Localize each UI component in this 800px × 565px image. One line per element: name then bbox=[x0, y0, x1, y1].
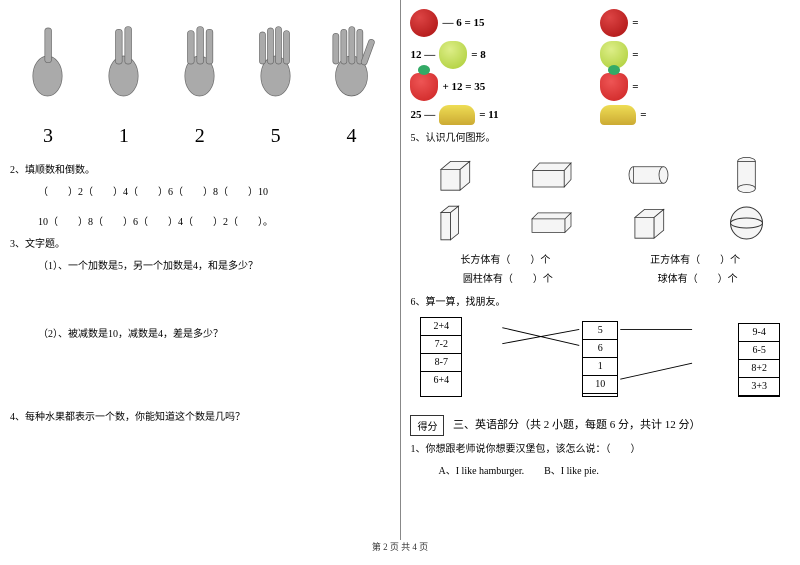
q3-sub2: （2）、被减数是10，减数是4，差是多少？ bbox=[38, 327, 390, 343]
eq-text: = bbox=[640, 109, 646, 121]
cube-label: 正方体有（ ）个 bbox=[650, 251, 740, 266]
hand-image-5 bbox=[324, 20, 379, 100]
section-3-title: 三、英语部分（共 2 小题，每题 6 分，共计 12 分） bbox=[453, 419, 701, 431]
match-mid-col: 5 6 1 10 bbox=[582, 321, 618, 397]
q4-text: 4、每种水果都表示一个数，你能知道这个数是几吗？ bbox=[10, 410, 390, 426]
shape-labels-row2: 圆柱体有（ ）个 球体有（ ）个 bbox=[410, 270, 790, 285]
cylinder-label: 圆柱体有（ ）个 bbox=[463, 270, 553, 285]
eq-text: — 6 = 15 bbox=[442, 17, 484, 29]
match-area: 2+4 7-2 8-7 6+4 5 6 1 10 9-4 6-5 8+2 3+3 bbox=[410, 317, 790, 397]
match-cell: 9-4 bbox=[739, 324, 779, 342]
cube-shape bbox=[626, 203, 671, 243]
fruit-eq-row-1: — 6 = 15 = bbox=[410, 9, 790, 37]
match-cell: 7-2 bbox=[421, 336, 461, 354]
q5-title: 5、认识几何图形。 bbox=[410, 131, 790, 147]
radish-icon bbox=[410, 73, 438, 101]
match-left-col: 2+4 7-2 8-7 6+4 bbox=[420, 317, 462, 397]
left-column: 3 1 2 5 4 2、填顺数和倒数。 （ ）2（ ）4（ ）6（ ）8（ ）1… bbox=[0, 0, 400, 540]
right-column: — 6 = 15 = 12 — = 8 = + 12 = 35 bbox=[400, 0, 800, 540]
shapes-row-1 bbox=[410, 155, 790, 195]
cuboid-label: 长方体有（ ）个 bbox=[460, 251, 550, 266]
cylinder-shape bbox=[626, 155, 671, 195]
option-a: A、I like hamburger. bbox=[438, 466, 524, 477]
eq-text: = bbox=[632, 17, 638, 29]
match-cell: 10 bbox=[583, 376, 617, 394]
match-cell: 2+4 bbox=[421, 318, 461, 336]
banana-icon bbox=[600, 105, 636, 125]
q6-title: 6、算一算，找朋友。 bbox=[410, 295, 790, 311]
q2-line2: 10（ ）8（ ）6（ ）4（ ）2（ ）。 bbox=[38, 215, 390, 231]
english-q1: 1、你想跟老师说你想要汉堡包，该怎么说：（ ） bbox=[410, 442, 790, 458]
banana-icon bbox=[439, 105, 475, 125]
match-cell: 5 bbox=[583, 322, 617, 340]
hand-number: 1 bbox=[119, 125, 129, 148]
hand-number: 4 bbox=[347, 125, 357, 148]
hand-image-4 bbox=[248, 20, 303, 100]
fruit-eq-row-3: + 12 = 35 = bbox=[410, 73, 790, 101]
q3-sub1: （1）、一个加数是5，另一个加数是4，和是多少？ bbox=[38, 259, 390, 275]
apple-icon bbox=[600, 9, 628, 37]
hand-image-3 bbox=[172, 20, 227, 100]
hand-number: 3 bbox=[43, 125, 53, 148]
match-cell: 8+2 bbox=[739, 360, 779, 378]
eq-text: = bbox=[632, 81, 638, 93]
eq-text: + 12 = 35 bbox=[442, 81, 485, 93]
score-box: 得分 bbox=[410, 415, 444, 436]
cylinder-shape bbox=[724, 155, 769, 195]
match-cell: 6-5 bbox=[739, 342, 779, 360]
eq-text: 12 — bbox=[410, 49, 435, 61]
match-cell: 6+4 bbox=[421, 372, 461, 389]
q3-title: 3、文字题。 bbox=[10, 237, 390, 253]
fruit-eq-row-2: 12 — = 8 = bbox=[410, 41, 790, 69]
fruit-eq-row-4: 25 — = 11 = bbox=[410, 105, 790, 125]
cube-shape bbox=[432, 155, 477, 195]
match-cell: 6 bbox=[583, 340, 617, 358]
cuboid-shape bbox=[432, 203, 477, 243]
sphere-shape bbox=[724, 203, 769, 243]
shapes-row-2 bbox=[410, 203, 790, 243]
page-footer: 第 2 页 共 4 页 bbox=[0, 540, 800, 553]
eq-text: = 11 bbox=[479, 109, 498, 121]
hand-number: 2 bbox=[195, 125, 205, 148]
q2-title: 2、填顺数和倒数。 bbox=[10, 163, 390, 179]
cuboid-shape bbox=[529, 155, 574, 195]
hand-numbers-row: 3 1 2 5 4 bbox=[10, 125, 390, 148]
radish-icon bbox=[600, 73, 628, 101]
pear-icon bbox=[439, 41, 467, 69]
hand-image-2 bbox=[96, 20, 151, 100]
shape-labels-row1: 长方体有（ ）个 正方体有（ ）个 bbox=[410, 251, 790, 266]
option-b: B、I like pie. bbox=[544, 466, 599, 477]
section-3-header: 得分 三、英语部分（共 2 小题，每题 6 分，共计 12 分） bbox=[410, 415, 790, 436]
eq-text: = 8 bbox=[471, 49, 486, 61]
match-right-col: 9-4 6-5 8+2 3+3 bbox=[738, 323, 780, 397]
english-q1-options: A、I like hamburger. B、I like pie. bbox=[438, 464, 790, 480]
cuboid-shape bbox=[529, 203, 574, 243]
sphere-label: 球体有（ ）个 bbox=[658, 270, 738, 285]
match-cell: 8-7 bbox=[421, 354, 461, 372]
hand-image-1 bbox=[20, 20, 75, 100]
apple-icon bbox=[410, 9, 438, 37]
match-cell: 1 bbox=[583, 358, 617, 376]
hands-row bbox=[10, 20, 390, 100]
hand-number: 5 bbox=[271, 125, 281, 148]
match-cell: 3+3 bbox=[739, 378, 779, 396]
eq-text: 25 — bbox=[410, 109, 435, 121]
q2-line1: （ ）2（ ）4（ ）6（ ）8（ ）10 bbox=[38, 185, 390, 201]
eq-text: = bbox=[632, 49, 638, 61]
